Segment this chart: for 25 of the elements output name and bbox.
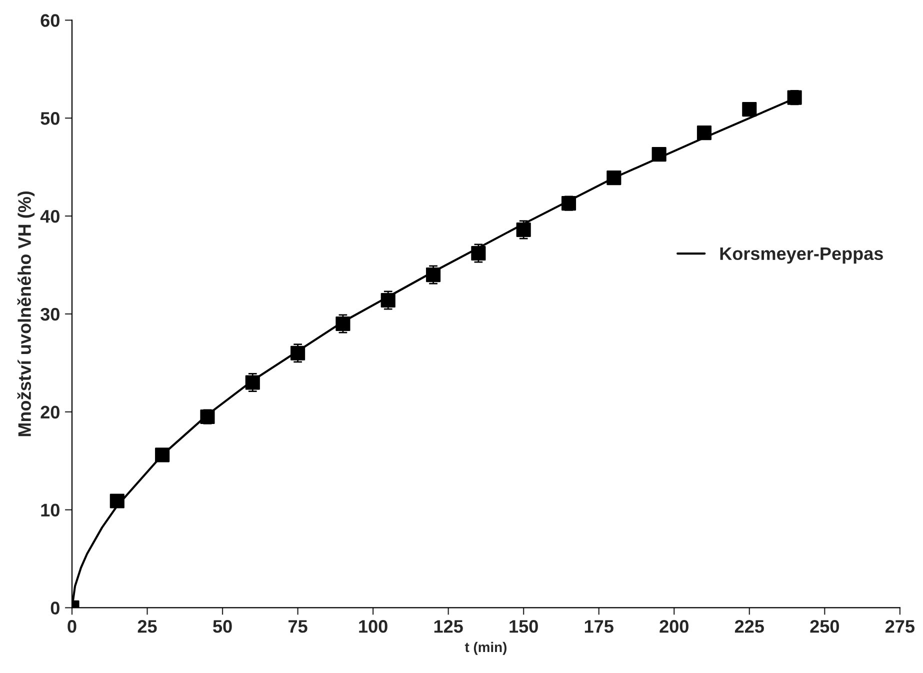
x-tick-label: 25: [138, 620, 157, 633]
legend-label: Korsmeyer-Peppas: [720, 247, 883, 264]
y-axis-title: Množství uvolněného VH (%): [17, 191, 35, 436]
point: [742, 102, 757, 117]
x-tick-label: 225: [734, 620, 764, 633]
y-tick-label: 30: [40, 308, 60, 321]
x-tick-label: 250: [810, 620, 839, 633]
x-tick-label: 175: [584, 620, 614, 633]
y-tick-label: 50: [40, 112, 60, 125]
y-tick-label: 20: [40, 406, 60, 419]
y-tick-label: 40: [40, 210, 60, 223]
x-tick-label: 0: [68, 620, 76, 633]
x-tick-label: 150: [510, 620, 538, 633]
x-tick-label: 200: [660, 620, 688, 633]
y-tick-label: 60: [40, 14, 60, 27]
x-tick-label: 100: [359, 620, 388, 633]
x-tick-label: 275: [885, 620, 914, 633]
point: [110, 494, 124, 508]
x-axis-title: t (min): [464, 642, 506, 655]
y-tick-label: 0: [50, 602, 60, 614]
y-tick-label: 10: [41, 504, 60, 517]
x-tick-label: 75: [288, 620, 308, 633]
x-tick-label: 125: [434, 620, 463, 633]
x-tick-label: 50: [213, 620, 232, 633]
point: [696, 126, 712, 140]
